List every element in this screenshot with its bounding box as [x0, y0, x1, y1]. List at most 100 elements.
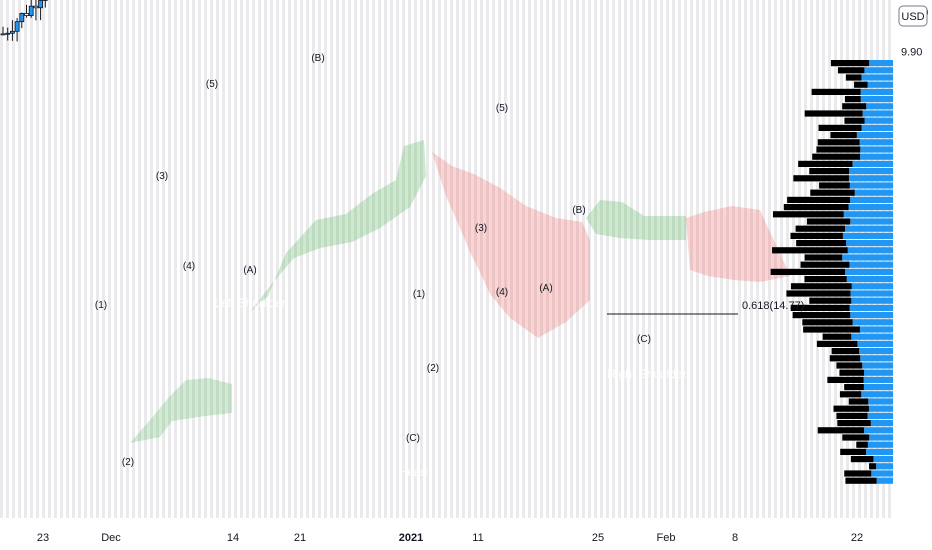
- volume-profile-up: [861, 391, 893, 398]
- volume-profile-down: [811, 88, 861, 95]
- volume-profile-up: [863, 384, 893, 391]
- volume-profile-up: [849, 182, 893, 189]
- volume-profile-down: [804, 276, 847, 283]
- volume-profile-up: [850, 290, 893, 297]
- candle-up: [9, 30, 15, 34]
- cloud-region: [586, 200, 686, 240]
- volume-profile-down: [790, 232, 843, 239]
- wave-5b-label: (5): [496, 103, 508, 114]
- background-stripe: [240, 0, 243, 518]
- background-stripe: [714, 0, 717, 518]
- volume-profile-down: [783, 204, 849, 211]
- wave-a-left-label: (A): [243, 265, 256, 276]
- background-stripe: [120, 0, 123, 518]
- wave-3b-label: (3): [475, 223, 487, 234]
- candle-up: [14, 21, 20, 32]
- volume-profile-up: [868, 405, 893, 412]
- background-stripe: [444, 0, 447, 518]
- candle-up: [19, 13, 25, 23]
- background-stripe: [480, 0, 483, 518]
- volume-profile-up: [860, 96, 893, 103]
- volume-profile-up: [843, 211, 893, 218]
- currency-badge-box[interactable]: [898, 5, 928, 27]
- volume-profile-up: [851, 297, 893, 304]
- background-stripe: [756, 0, 759, 518]
- background-stripe: [768, 0, 771, 518]
- currency-badge[interactable]: USD: [898, 5, 928, 27]
- background-stripe: [504, 0, 507, 518]
- left-shoulder-label: Left Shoulder: [214, 296, 285, 310]
- background-stripe: [36, 0, 39, 518]
- volume-profile-up: [873, 456, 893, 463]
- cloud-region: [250, 140, 426, 312]
- background-stripe: [102, 0, 105, 518]
- background-stripe: [306, 0, 309, 518]
- background-stripe: [420, 0, 423, 518]
- x-axis: 23 Dec 14 21 2021 11 25 Feb 8 22: [37, 532, 863, 544]
- background-stripe: [384, 0, 387, 518]
- volume-profile-up: [859, 139, 893, 146]
- volume-profile-up: [862, 110, 893, 117]
- background-stripe: [402, 0, 405, 518]
- x-tick-label: 2021: [399, 532, 423, 544]
- volume-profile-up: [864, 427, 893, 434]
- background-stripe: [30, 0, 33, 518]
- volume-profile-up: [842, 254, 893, 261]
- candle-down: [0, 33, 6, 36]
- volume-profile-up: [869, 434, 893, 441]
- volume-profile-down: [845, 74, 862, 81]
- volume-profile-down: [796, 240, 847, 247]
- volume-profile-down: [850, 456, 874, 463]
- volume-profile-up: [867, 81, 893, 88]
- volume-profile-down: [836, 362, 863, 369]
- volume-profile-down: [800, 261, 850, 268]
- volume-profile-down: [803, 326, 860, 333]
- background-stripe: [144, 0, 147, 518]
- ichimoku-clouds: [130, 140, 790, 443]
- background-stripe: [510, 0, 513, 518]
- background-stripe: [216, 0, 219, 518]
- volume-profile-up: [862, 362, 893, 369]
- background-stripe: [354, 0, 357, 518]
- volume-profile-down: [844, 117, 865, 124]
- x-tick-label: 11: [472, 532, 483, 544]
- background-stripe: [540, 0, 543, 518]
- background-stripe: [12, 0, 15, 518]
- volume-profile-down: [842, 103, 867, 110]
- x-tick-label: 8: [732, 532, 738, 544]
- background-stripe: [522, 0, 525, 518]
- background-stripe: [336, 0, 339, 518]
- volume-profile-down: [837, 67, 865, 74]
- background-stripe: [594, 0, 597, 518]
- x-tick-label: 14: [227, 532, 239, 544]
- annotations: (1) (2) (3) (4) (5) (B) (A) Left Shoulde…: [95, 53, 805, 479]
- volume-profile-up: [860, 146, 893, 153]
- background-stripe: [18, 0, 21, 518]
- background-stripe: [786, 0, 789, 518]
- cloud-region: [130, 378, 232, 443]
- volume-profile-down: [844, 470, 872, 477]
- background-stripe: [204, 0, 207, 518]
- x-tick-label: Dec: [101, 532, 121, 544]
- volume-profile-up: [860, 355, 893, 362]
- background-stripe: [672, 0, 675, 518]
- background-stripe: [666, 0, 669, 518]
- background-stripe: [642, 0, 645, 518]
- background-stripe: [606, 0, 609, 518]
- background-stripe: [300, 0, 303, 518]
- volume-profile-down: [816, 146, 861, 153]
- volume-profile-down: [837, 420, 871, 427]
- volume-profile-down: [792, 312, 851, 319]
- background-stripe: [654, 0, 657, 518]
- background-stripe: [462, 0, 465, 518]
- wave-4b-label: (4): [496, 287, 508, 298]
- background-stripe: [246, 0, 249, 518]
- background-stripe: [258, 0, 261, 518]
- volume-profile-down: [839, 391, 862, 398]
- volume-profile-down: [818, 124, 862, 131]
- candle-up: [38, 0, 43, 9]
- background-stripe: [558, 0, 561, 518]
- background-stripe: [648, 0, 651, 518]
- background-stripe: [720, 0, 723, 518]
